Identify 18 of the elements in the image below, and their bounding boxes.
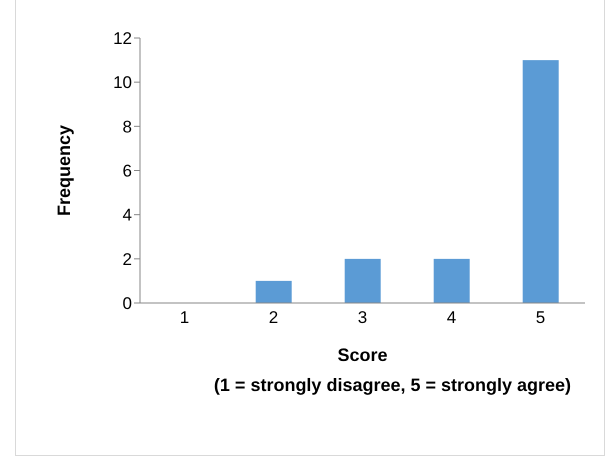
y-tick-label: 12 bbox=[113, 29, 132, 48]
y-axis-title: Frequency bbox=[54, 124, 74, 216]
x-axis-title: Score (1 = strongly disagree, 5 = strongly agree) bbox=[214, 345, 572, 395]
bar bbox=[434, 258, 470, 303]
x-tick-label: 2 bbox=[268, 308, 278, 328]
y-tick-label: 6 bbox=[122, 162, 132, 181]
x-tick-label: 5 bbox=[536, 308, 546, 328]
x-tick-label: 1 bbox=[180, 308, 190, 328]
y-tick-label: 10 bbox=[113, 73, 132, 92]
y-tick-label: 8 bbox=[122, 117, 132, 136]
x-tick-label: 3 bbox=[358, 308, 368, 328]
bar bbox=[344, 258, 381, 303]
y-tick-label: 2 bbox=[122, 250, 132, 269]
x-tick-label: 4 bbox=[446, 308, 456, 328]
y-tick-label: 4 bbox=[122, 206, 132, 225]
bar bbox=[256, 280, 292, 303]
y-tick-label: 0 bbox=[122, 294, 132, 314]
bar bbox=[522, 60, 559, 303]
